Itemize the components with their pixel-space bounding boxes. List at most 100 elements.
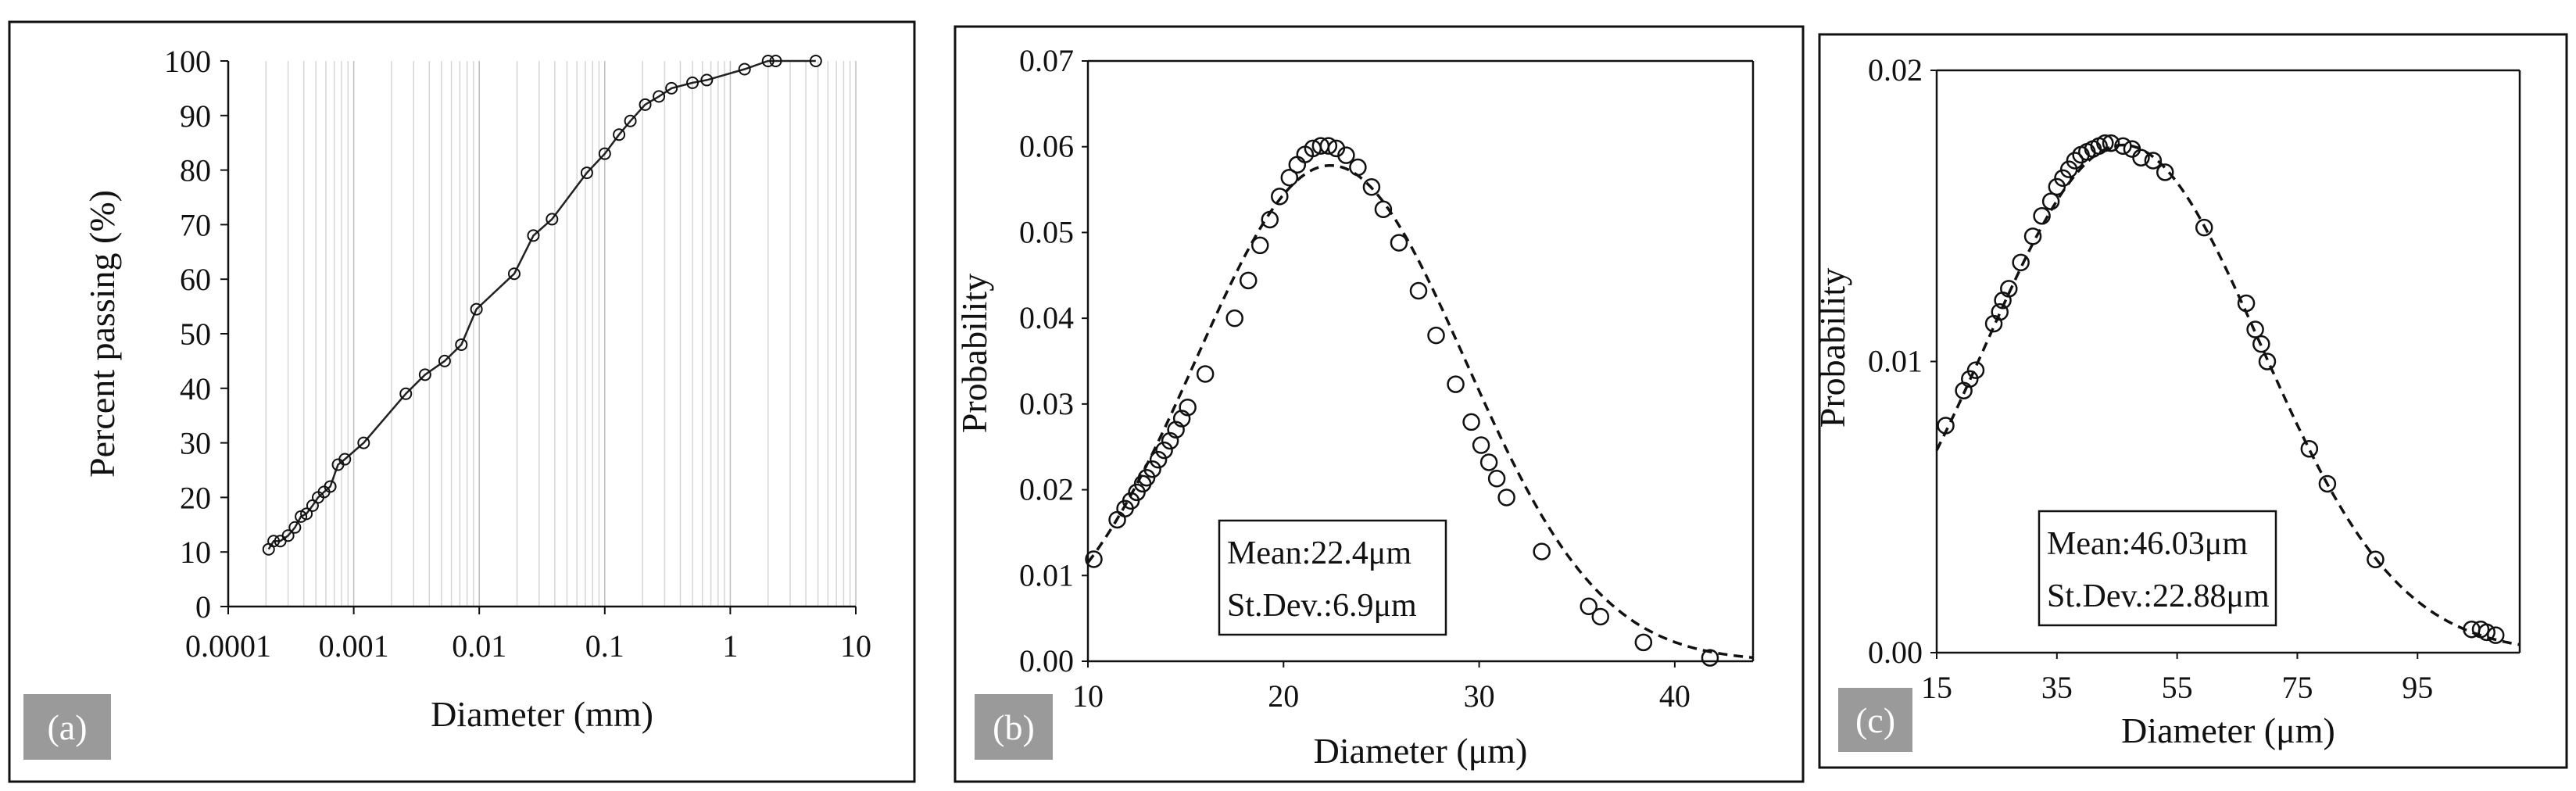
data-point xyxy=(2132,149,2150,166)
data-point xyxy=(1580,597,1598,616)
panel-label-badge xyxy=(975,694,1053,760)
data-point xyxy=(769,55,782,67)
panel-a-plot: 0 10 20 30 40 50 60 70 80 90 100 0.0001 0.001 0.01 0.1… xyxy=(23,44,871,760)
data-point xyxy=(418,368,431,381)
panel-label-badge xyxy=(23,694,111,760)
panel-label: (b) xyxy=(993,707,1035,747)
stats-mean: Mean:46.03μm xyxy=(2047,526,2248,562)
y-tick-label: 0 xyxy=(195,589,211,625)
data-point xyxy=(613,128,626,141)
y-tick-label: 0.00 xyxy=(1868,635,1923,670)
data-point xyxy=(809,55,822,67)
data-point xyxy=(1122,492,1140,510)
stats-sd: St.Dev.:6.9μm xyxy=(1227,588,1417,624)
data-point xyxy=(1966,361,1985,379)
data-point xyxy=(438,354,451,367)
x-tick-label: 55 xyxy=(2162,670,2193,705)
x-tick-label: 95 xyxy=(2402,670,2433,705)
data-point xyxy=(1261,210,1279,229)
data-point xyxy=(357,436,370,449)
data-point xyxy=(1128,483,1146,502)
y-tick-label: 30 xyxy=(180,426,211,461)
x-tick-label: 10 xyxy=(1072,678,1104,714)
data-point xyxy=(639,98,652,111)
data-point xyxy=(1319,137,1338,155)
y-tick-label: 10 xyxy=(180,535,211,570)
data-point xyxy=(1280,168,1299,187)
data-point xyxy=(2041,192,2060,210)
data-point xyxy=(1533,542,1551,560)
x-axis-label: Diameter (mm) xyxy=(431,694,653,734)
data-point xyxy=(1479,453,1498,471)
x-tick-label: 30 xyxy=(1464,678,1495,714)
x-tick-label: 35 xyxy=(2041,670,2073,705)
data-point xyxy=(1362,178,1381,196)
y-tick-label: 0.01 xyxy=(1019,557,1074,592)
series-line xyxy=(267,59,816,550)
data-point xyxy=(546,213,559,226)
data-point xyxy=(1961,370,1979,388)
panel-a-frame xyxy=(8,20,916,783)
data-point xyxy=(598,147,611,160)
data-point xyxy=(2252,335,2270,353)
data-point xyxy=(2367,550,2385,569)
data-point xyxy=(1937,417,1955,435)
data-point xyxy=(761,55,775,67)
data-point xyxy=(1271,188,1289,206)
y-tick-label: 0.06 xyxy=(1019,129,1074,164)
y-tick-label: 0.02 xyxy=(1868,52,1923,88)
y-tick-label: 80 xyxy=(180,153,211,188)
data-point xyxy=(1251,236,1269,255)
y-axis-label: Probability xyxy=(1812,268,1852,428)
data-point xyxy=(2156,163,2174,181)
data-point xyxy=(580,166,593,180)
data-point xyxy=(1337,146,1355,164)
stats-box xyxy=(1218,519,1447,636)
data-point xyxy=(1409,281,1428,300)
y-tick-label: 50 xyxy=(180,317,211,352)
fit-curve xyxy=(1086,163,1754,660)
y-tick-label: 0.07 xyxy=(1019,43,1074,78)
data-point xyxy=(1172,410,1191,428)
data-point xyxy=(399,387,413,400)
data-point xyxy=(1701,649,1719,667)
data-point xyxy=(1143,460,1161,478)
x-tick-label: 0.1 xyxy=(585,628,624,664)
data-point xyxy=(2000,280,2018,298)
data-point xyxy=(288,521,302,534)
x-axis-label: Diameter (μm) xyxy=(2121,710,2335,750)
y-axis-label: Probability xyxy=(954,274,994,433)
x-tick-label: 0.0001 xyxy=(185,628,271,664)
y-tick-label: 60 xyxy=(180,262,211,297)
panel-c-frame xyxy=(1818,33,2568,769)
data-point xyxy=(1137,468,1156,487)
data-point xyxy=(1149,450,1168,469)
data-point xyxy=(2102,134,2120,152)
stats-sd: St.Dev.:22.88μm xyxy=(2047,578,2270,614)
data-point xyxy=(1196,365,1215,383)
data-point xyxy=(1591,607,1610,626)
x-tick-label: 15 xyxy=(1921,670,1952,705)
data-point xyxy=(2054,169,2072,188)
data-point xyxy=(2486,626,2505,644)
data-point xyxy=(455,338,468,351)
data-point xyxy=(2012,253,2030,272)
data-point xyxy=(2059,160,2078,178)
data-point xyxy=(2246,320,2264,338)
x-tick-label: 0.01 xyxy=(452,628,506,664)
panel-b-plot: 0.00 0.01 0.02 0.03 0.04 0.05 0.06 0.07 10 20 30 40… xyxy=(954,43,1755,771)
data-point xyxy=(1349,158,1367,177)
x-axis-label: Diameter (μm) xyxy=(1314,731,1528,771)
x-tick-label: 10 xyxy=(840,628,871,664)
data-point xyxy=(1179,398,1197,417)
data-point xyxy=(1155,441,1173,460)
data-point xyxy=(1161,431,1179,450)
data-point xyxy=(2096,134,2114,152)
data-point xyxy=(2195,218,2213,237)
data-point xyxy=(700,73,714,87)
y-tick-label: 0.04 xyxy=(1019,300,1074,335)
y-tick-label: 0.00 xyxy=(1019,643,1074,678)
x-tick-label: 1 xyxy=(722,628,738,664)
data-point xyxy=(324,480,337,493)
x-tick-label: 20 xyxy=(1268,678,1299,714)
